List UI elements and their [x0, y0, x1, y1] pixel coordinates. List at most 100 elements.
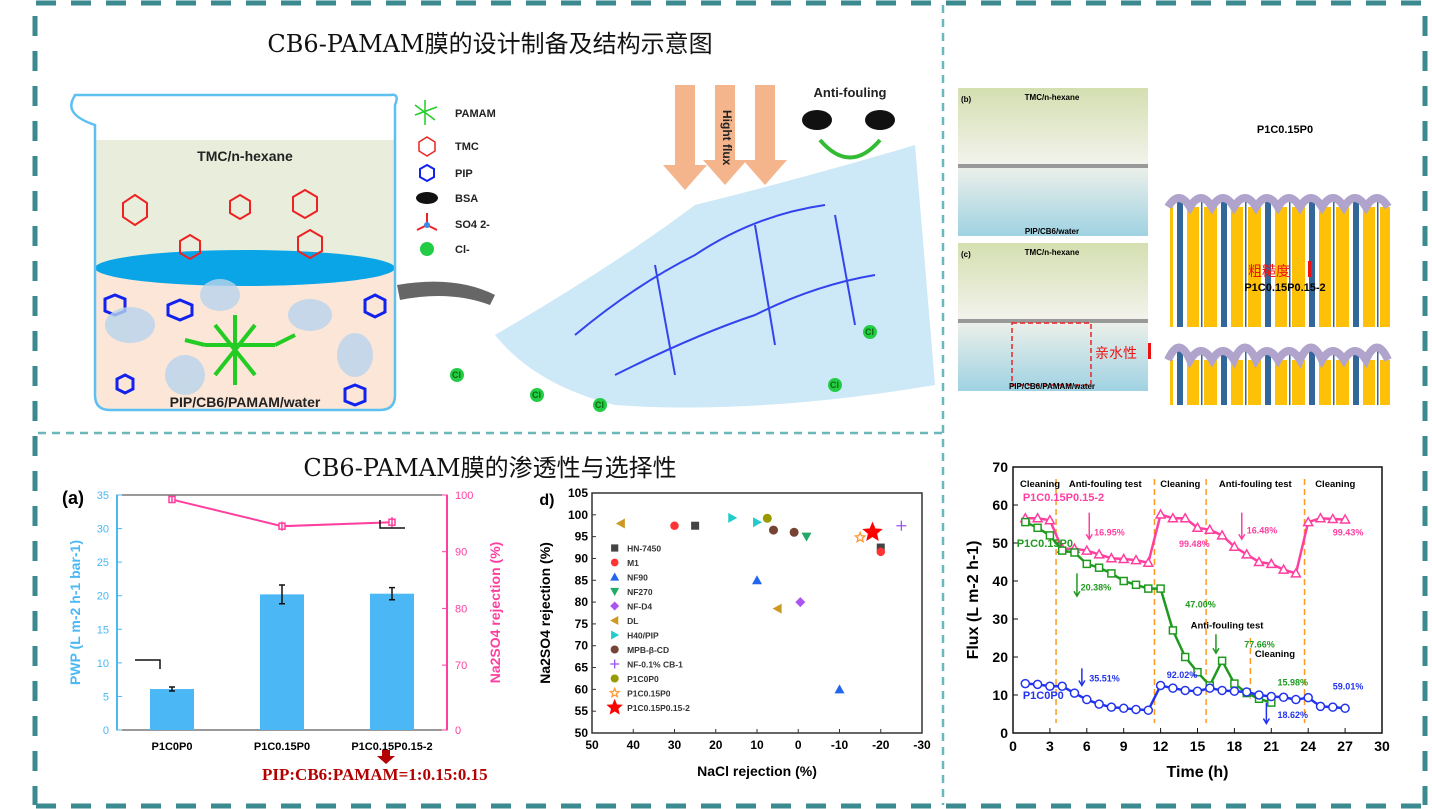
phase-label: Anti-fouling test: [1069, 479, 1143, 490]
phase-label: Cleaning: [1255, 649, 1295, 660]
data-point: [1254, 690, 1264, 700]
y-tick-label: 70: [992, 459, 1008, 475]
data-point: [1277, 563, 1290, 574]
flow-arrow-icon: [1201, 197, 1203, 327]
y-tick-label: 50: [992, 535, 1008, 551]
beaker-scheme: TMC/n-hexane PIP/CB6/PAMAM/water PAMAM T…: [70, 85, 935, 412]
data-point: [1154, 508, 1167, 519]
x-tick-label: 0: [795, 738, 802, 752]
marker-triangle-right: [728, 512, 738, 523]
phase-label: Cleaning: [1020, 479, 1060, 490]
svg-text:Cl: Cl: [532, 390, 541, 400]
x-tick-label: P1C0.15P0: [254, 741, 310, 753]
series-label: P1C0.15P0.15-2: [1023, 492, 1104, 504]
y-tick-label: 80: [575, 595, 589, 609]
data-point: [1118, 703, 1129, 714]
y-tick-label: 100: [568, 508, 588, 522]
y-tick-label: 30: [97, 524, 109, 536]
percent-annotation: 77.66%: [1244, 640, 1275, 650]
data-point: [1216, 529, 1228, 540]
percent-annotation: 99.43%: [1333, 527, 1364, 537]
data-point: [1278, 692, 1289, 703]
y-tick-label: 0: [103, 725, 109, 737]
pamam-dendrimer: [184, 315, 296, 385]
percent-annotation: 20.38%: [1081, 583, 1112, 593]
x-tick-label: 30: [668, 738, 682, 752]
marker-square: [691, 521, 700, 530]
flow-arrow-icon: [1333, 350, 1335, 405]
pamam-icon: [414, 100, 438, 125]
legend-label: DL: [627, 616, 638, 626]
legend-label: M1: [627, 558, 639, 568]
x-tick-label: 15: [1190, 738, 1206, 754]
y-tick-label: 50: [575, 726, 589, 740]
data-point: [1020, 678, 1031, 689]
flux-time-line-chart: 0 3 6 9 12 15 18 21 24 27 30 0 10 20 30 40 50 60 70 Time (h…: [965, 459, 1390, 781]
flow-arrow-icon: [1177, 350, 1183, 405]
data-point: [1339, 513, 1351, 524]
flow-arrow-icon: [1353, 197, 1359, 327]
marker-triangle: [610, 572, 620, 581]
panel-b-membrane-label: P1C0.15P0: [1257, 124, 1313, 136]
marker-hexagon: [769, 525, 778, 535]
down-arrow-icon: [1238, 512, 1246, 541]
tmc-molecules: [122, 188, 323, 261]
legend-label: P1C0.15P0.15-2: [627, 703, 690, 713]
marker-pentagon: [762, 513, 772, 523]
error-bar: [279, 584, 285, 605]
x-tick-label: 18: [1227, 738, 1243, 754]
y-tick-label: 40: [992, 573, 1008, 589]
legend-label: NF-D4: [627, 602, 652, 612]
x-tick-label: 6: [1083, 738, 1091, 754]
marker-diamond: [795, 597, 806, 608]
marker-star: [608, 686, 621, 698]
legend-bsa: BSA: [455, 193, 478, 205]
legend-label: H40/PIP: [627, 631, 659, 641]
percent-annotation: 15.98%: [1277, 678, 1308, 688]
data-point: [1240, 548, 1253, 559]
marker-hexagon: [789, 527, 799, 537]
data-point: [1031, 512, 1044, 523]
high-flux-label: Hight flux: [720, 110, 734, 166]
bsa-foulant-icon: [865, 110, 895, 130]
data-point: [1033, 523, 1042, 533]
bsa-foulant-icon: [802, 110, 832, 130]
down-arrow-icon: [1073, 573, 1081, 598]
flow-arrow-icon: [1377, 350, 1379, 405]
y-tick-label: 105: [568, 486, 588, 500]
composition-annotation: PIP:CB6:PAMAM=1:0.15:0.15: [262, 765, 488, 784]
x-tick-label: -30: [913, 738, 931, 752]
data-point: [1327, 513, 1339, 524]
rejection-scatter-chart: (d)50403020100-10-20-3050556065707580859…: [540, 486, 931, 779]
y2-tick-label: 0: [455, 725, 461, 737]
y2-tick-label: 80: [455, 603, 467, 615]
percent-annotation: 35.51%: [1089, 674, 1120, 684]
data-point: [1142, 556, 1155, 568]
data-point: [1303, 692, 1313, 703]
polyamide-layer: [1164, 343, 1392, 369]
marker-circle: [610, 558, 619, 567]
y-tick-label: 85: [575, 573, 589, 587]
y-tick-label: 60: [992, 497, 1008, 513]
y2-axis-label: Na2SO4 rejection (%): [487, 542, 503, 684]
y-tick-label: 10: [992, 687, 1008, 703]
panel-c-bottom-label: PIP/CB6/PAMAM/water: [1009, 382, 1095, 391]
panel-c: (c) TMC/n-hexane PIP/CB6/PAMAM/water 亲水性…: [958, 243, 1392, 405]
y-tick-label: 95: [575, 530, 589, 544]
marker-plus: [896, 520, 907, 531]
data-point: [1093, 548, 1105, 559]
organic-phase-label: TMC/n-hexane: [197, 148, 293, 164]
flow-arrow-icon: [1245, 350, 1247, 405]
y-tick-label: 25: [97, 557, 109, 569]
legend-label: MPB-β-CD: [627, 645, 669, 655]
increase-arrow-icon: [1148, 343, 1151, 359]
legend-tmc: TMC: [455, 141, 479, 153]
process-arrow-icon: [397, 281, 495, 305]
data-point: [1082, 559, 1092, 569]
svg-text:Cl: Cl: [595, 400, 604, 410]
flow-arrow-icon: [1265, 197, 1271, 327]
data-point: [1180, 685, 1190, 696]
panel-c-membrane-label: P1C0.15P0.15-2: [1244, 282, 1325, 294]
membrane-pores-c: [1164, 343, 1392, 405]
